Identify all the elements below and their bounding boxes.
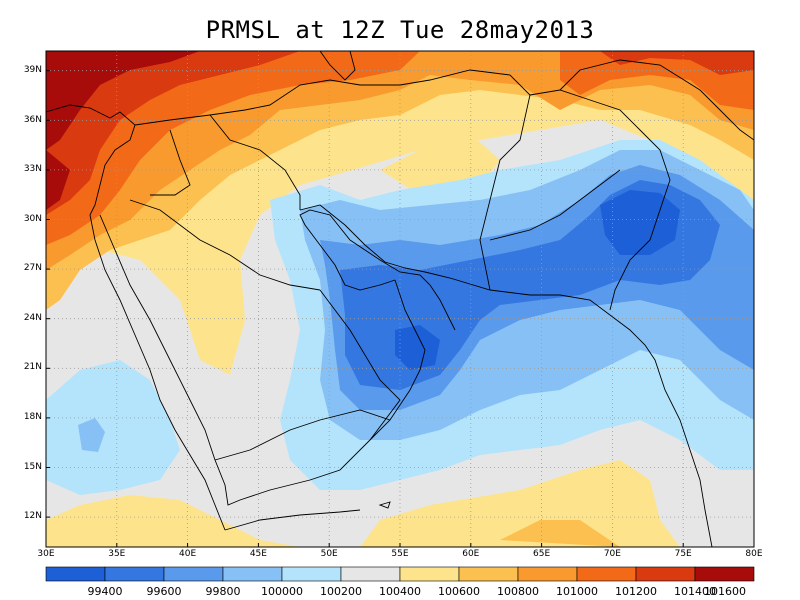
lat-label-39n: 39N [23, 65, 42, 75]
lat-label-24n: 24N [23, 313, 42, 323]
colorbar-swatch-5 [340, 566, 401, 582]
colorbar-label-101200: 101200 [615, 585, 657, 598]
colorbar-swatch-10 [635, 566, 696, 582]
colorbar-swatch-1 [104, 566, 165, 582]
colorbar-label-100000: 100000 [261, 585, 303, 598]
map-title: PRMSL at 12Z Tue 28may2013 [205, 16, 595, 44]
coastlines-borders [46, 51, 754, 547]
lon-label-30e: 30E [37, 549, 55, 559]
lon-label-65e: 65E [533, 549, 551, 559]
colorbar-swatch-4 [281, 566, 342, 582]
lat-label-21n: 21N [23, 362, 42, 372]
lon-label-80e: 80E [745, 549, 763, 559]
colorbar-label-101400: 101400 [674, 585, 716, 598]
colorbar-swatch-0 [45, 566, 106, 582]
lat-label-30n: 30N [23, 214, 42, 224]
colorbar-label-99800: 99800 [205, 585, 241, 598]
colorbar-swatch-6 [399, 566, 460, 582]
lat-label-15n: 15N [23, 462, 42, 472]
lat-label-36n: 36N [23, 115, 42, 125]
lat-label-18n: 18N [23, 412, 42, 422]
lon-label-35e: 35E [108, 549, 126, 559]
lon-label-75e: 75E [674, 549, 692, 559]
colorbar-label-101600: 101600 [704, 585, 746, 598]
lon-label-60e: 60E [462, 549, 480, 559]
lat-label-33n: 33N [23, 164, 42, 174]
lon-label-55e: 55E [391, 549, 409, 559]
colorbar [45, 566, 755, 582]
lon-label-40e: 40E [179, 549, 197, 559]
lat-label-27n: 27N [23, 263, 42, 273]
colorbar-label-99400: 99400 [87, 585, 123, 598]
colorbar-swatch-3 [222, 566, 283, 582]
colorbar-swatch-2 [163, 566, 224, 582]
colorbar-swatch-7 [458, 566, 519, 582]
colorbar-label-100600: 100600 [438, 585, 480, 598]
lat-label-12n: 12N [23, 511, 42, 521]
colorbar-label-100200: 100200 [320, 585, 362, 598]
lon-label-70e: 70E [603, 549, 621, 559]
lon-label-45e: 45E [249, 549, 267, 559]
colorbar-swatch-8 [517, 566, 578, 582]
colorbar-label-100800: 100800 [497, 585, 539, 598]
colorbar-swatch-9 [576, 566, 637, 582]
colorbar-label-101000: 101000 [556, 585, 598, 598]
colorbar-label-100400: 100400 [379, 585, 421, 598]
colorbar-swatch-11 [694, 566, 755, 582]
colorbar-label-99600: 99600 [146, 585, 182, 598]
lon-label-50e: 50E [320, 549, 338, 559]
axis-ticks [46, 70, 684, 547]
